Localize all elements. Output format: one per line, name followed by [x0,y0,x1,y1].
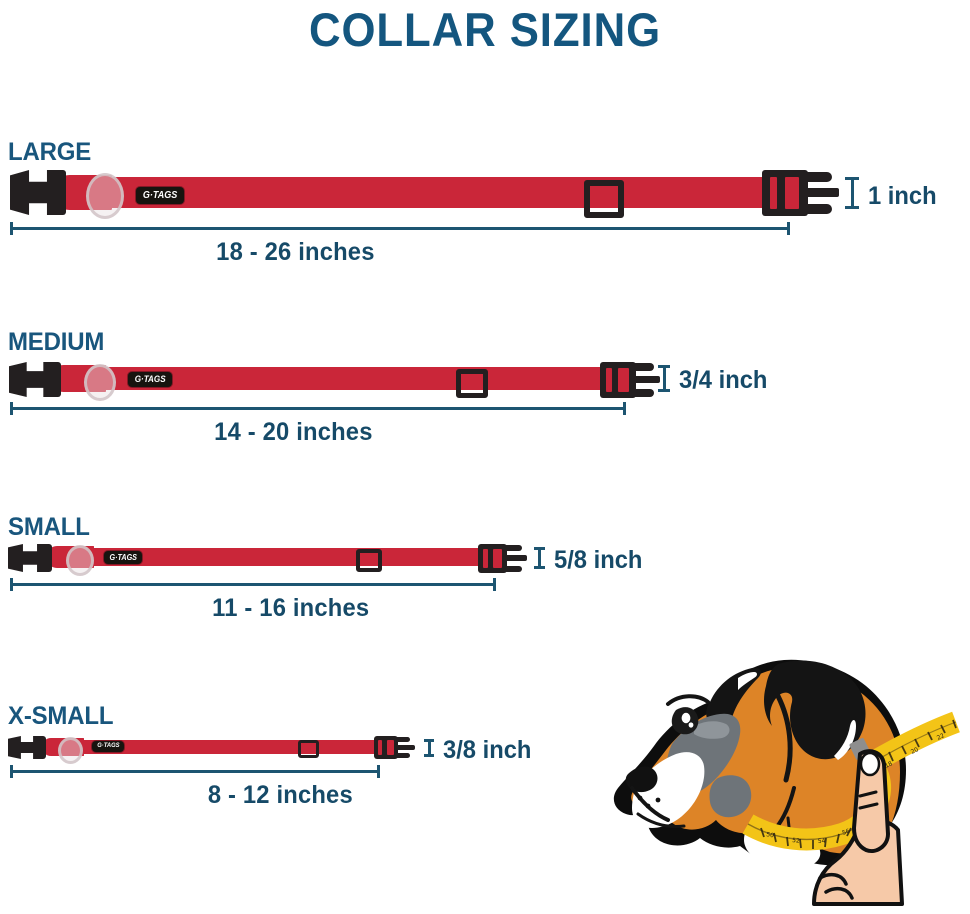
svg-text:50: 50 [766,831,775,839]
gtags-logo-patch: G·TAGS [136,187,184,204]
buckle-female-large [10,170,66,215]
svg-text:52: 52 [792,837,800,845]
width-indicator-large [845,177,859,209]
length-text-medium: 14 - 20 inches [214,418,373,446]
strap-body [96,367,626,390]
buckle-male-large [762,170,840,216]
length-dimension-line-xsmall [10,765,380,778]
svg-text:22: 22 [936,732,946,742]
gtags-logo-patch: G·TAGS [104,551,142,564]
length-text-xsmall: 8 - 12 inches [207,781,353,809]
width-indicator-small [534,547,545,569]
svg-text:18: 18 [884,760,894,770]
svg-text:54: 54 [818,837,826,845]
svg-text:20: 20 [910,746,920,756]
strap-body [78,740,378,754]
gtags-logo-text: G·TAGS [134,374,166,384]
d-ring [84,364,116,401]
buckle-female-medium [9,362,61,397]
width-indicator-xsmall [424,739,434,757]
strap-slider [456,369,488,398]
size-label-xsmall: X-SMALL [8,702,114,730]
buckle-male-small [478,544,530,573]
strap-slider [584,180,624,218]
width-text-small: 5/8 inch [554,546,643,574]
d-ring [86,173,124,219]
width-text-xsmall: 3/8 inch [443,736,532,764]
strap-body [100,177,790,208]
gtags-logo-patch: G·TAGS [92,741,124,752]
size-label-small: SMALL [8,513,90,541]
svg-text:56: 56 [841,828,851,837]
width-text-medium: 3/4 inch [679,366,768,394]
strap-body [86,548,496,566]
gtags-logo-text: G·TAGS [96,742,120,750]
d-ring [58,737,83,764]
width-indicator-medium [658,365,670,392]
gtags-logo-text: G·TAGS [109,552,137,562]
buckle-female-xsmall [8,736,46,759]
page-title: COLLAR SIZING [308,3,662,56]
size-label-large: LARGE [8,138,92,166]
buckle-male-medium [600,362,662,398]
length-dimension-line-medium [10,402,626,415]
d-ring [66,545,94,576]
length-text-small: 11 - 16 inches [212,594,370,622]
buckle-male-xsmall [374,736,418,759]
gtags-logo-text: G·TAGS [142,189,178,201]
length-dimension-line-small [10,578,496,591]
length-text-large: 18 - 26 inches [216,238,375,266]
gtags-logo-patch: G·TAGS [128,372,172,387]
boxer-dog-measuring-illustration: 50 52 54 56 58 18 20 22 [598,628,970,914]
strap-slider [298,740,319,758]
buckle-female-small [8,544,52,572]
width-text-large: 1 inch [868,182,937,210]
strap-slider [356,549,382,572]
size-label-medium: MEDIUM [8,328,105,356]
length-dimension-line-large [10,222,790,235]
